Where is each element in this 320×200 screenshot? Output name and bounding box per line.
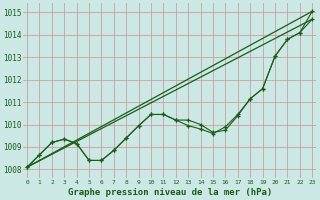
X-axis label: Graphe pression niveau de la mer (hPa): Graphe pression niveau de la mer (hPa) <box>68 188 272 197</box>
